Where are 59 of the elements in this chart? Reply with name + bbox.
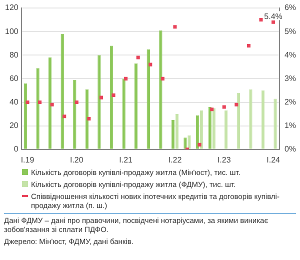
bar: [134, 63, 138, 149]
point: [74, 100, 78, 104]
bar: [212, 108, 216, 149]
y-tick-label: 40: [9, 97, 19, 106]
y2-tick-label: 6%: [284, 3, 296, 12]
point: [136, 56, 140, 60]
bar: [48, 57, 52, 149]
point: [246, 44, 250, 48]
y2-tick-label: 2%: [284, 97, 296, 106]
y-tick-label: 120: [4, 3, 19, 12]
bar: [73, 80, 76, 149]
y-tick-label: 80: [9, 50, 19, 60]
point: [87, 116, 91, 121]
y2-tick-label: 3%: [284, 74, 296, 83]
point: [112, 93, 116, 97]
bar: [98, 55, 101, 149]
bar: [159, 30, 162, 149]
y2-tick-label: 1%: [284, 121, 296, 130]
bar: [122, 78, 126, 149]
point: [38, 100, 42, 104]
bar: [184, 138, 187, 149]
x-tick-label: I.23: [217, 155, 232, 164]
y-tick-label: 100: [4, 26, 19, 36]
y-tick-label: 20: [9, 121, 19, 130]
point: [62, 114, 66, 118]
bar: [224, 110, 228, 149]
x-tick-label: I.20: [70, 155, 84, 164]
bar: [175, 114, 179, 149]
point: [50, 102, 54, 106]
y2-tick-label: 0%: [284, 144, 296, 154]
y-tick-label: 60: [9, 74, 19, 83]
bar: [188, 135, 191, 149]
point: [148, 62, 152, 66]
x-tick-label: I.21: [119, 155, 134, 164]
y2-tick-label: 4%: [284, 50, 296, 60]
point: [160, 76, 164, 80]
point: [259, 18, 263, 22]
point: [26, 100, 30, 104]
point: [234, 102, 238, 106]
point: [222, 105, 226, 109]
point: [173, 25, 177, 29]
data-label: 5.4%: [264, 12, 282, 21]
point: [99, 96, 103, 100]
x-tick-label: I.19: [20, 155, 35, 164]
bar: [261, 90, 265, 149]
bar: [110, 46, 114, 149]
bar: [208, 106, 212, 149]
x-tick-label: I.22: [168, 155, 182, 164]
bar: [171, 120, 175, 149]
bar: [249, 89, 252, 149]
point: [210, 108, 214, 112]
point: [198, 142, 202, 146]
point: [272, 20, 276, 24]
y2-tick-label: 5%: [284, 26, 296, 36]
bar: [36, 68, 40, 149]
bar: [274, 98, 277, 149]
point: [124, 76, 128, 80]
y-tick-label: 0: [14, 144, 19, 154]
x-tick-label: I.24: [266, 155, 281, 164]
